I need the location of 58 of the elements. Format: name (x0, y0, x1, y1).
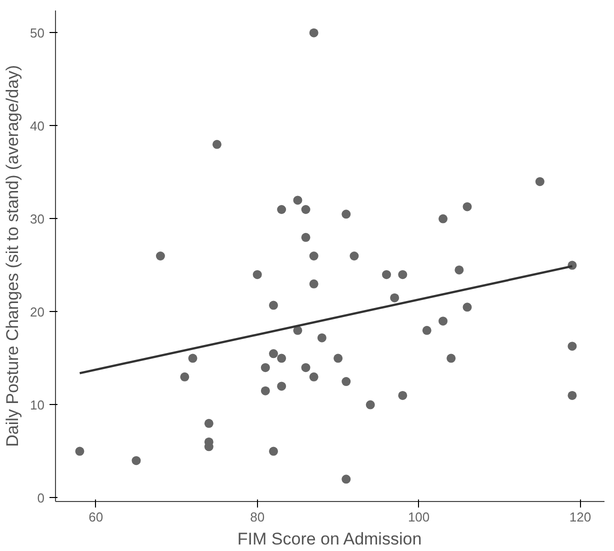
point (301, 363, 310, 372)
point (462, 202, 472, 212)
y-tick-label: 10 (30, 397, 45, 412)
point (260, 363, 270, 372)
point (309, 372, 318, 382)
point (180, 372, 190, 382)
point (366, 400, 375, 410)
x-tick-label: 80 (250, 510, 265, 524)
point (438, 316, 448, 326)
x-tick-label: 60 (88, 510, 104, 524)
point (212, 140, 222, 149)
point (204, 418, 214, 428)
point (446, 354, 456, 363)
point (277, 205, 286, 214)
point (301, 232, 310, 242)
point (293, 326, 302, 335)
point (390, 293, 400, 302)
point (252, 270, 262, 280)
point (317, 333, 326, 342)
point (350, 252, 359, 260)
point (268, 300, 278, 310)
point (535, 177, 544, 186)
y-tick-label: 30 (30, 211, 45, 226)
x-axis-title: FIM Score on Admission (237, 530, 422, 548)
point (260, 386, 270, 396)
x-tick-label: 100 (408, 510, 430, 524)
point (342, 210, 351, 219)
y-tick-label: 40 (30, 118, 45, 134)
y-tick-label: 20 (30, 304, 45, 320)
point (334, 354, 343, 363)
point (568, 391, 577, 400)
point (309, 279, 318, 288)
y-tick-label: 0 (37, 490, 45, 506)
point (277, 382, 286, 391)
point (188, 354, 198, 363)
y-axis-title: Daily Posture Changes (sit to stand) (average/day) (3, 65, 22, 447)
point (462, 302, 472, 312)
y-tick-label: 50 (30, 25, 45, 40)
point (75, 446, 84, 456)
point (309, 28, 318, 38)
point (132, 456, 141, 466)
point (422, 326, 432, 335)
point (454, 265, 464, 274)
point (398, 270, 408, 280)
point (268, 446, 278, 456)
point (342, 377, 351, 386)
point (156, 252, 165, 260)
point (342, 474, 351, 484)
point (438, 214, 448, 224)
point (293, 196, 302, 205)
point (309, 252, 318, 260)
x-tick-label: 120 (569, 510, 592, 524)
point (301, 205, 310, 214)
point (277, 354, 286, 363)
point (268, 349, 278, 358)
point (568, 342, 577, 351)
point (382, 270, 392, 280)
point (398, 391, 408, 400)
